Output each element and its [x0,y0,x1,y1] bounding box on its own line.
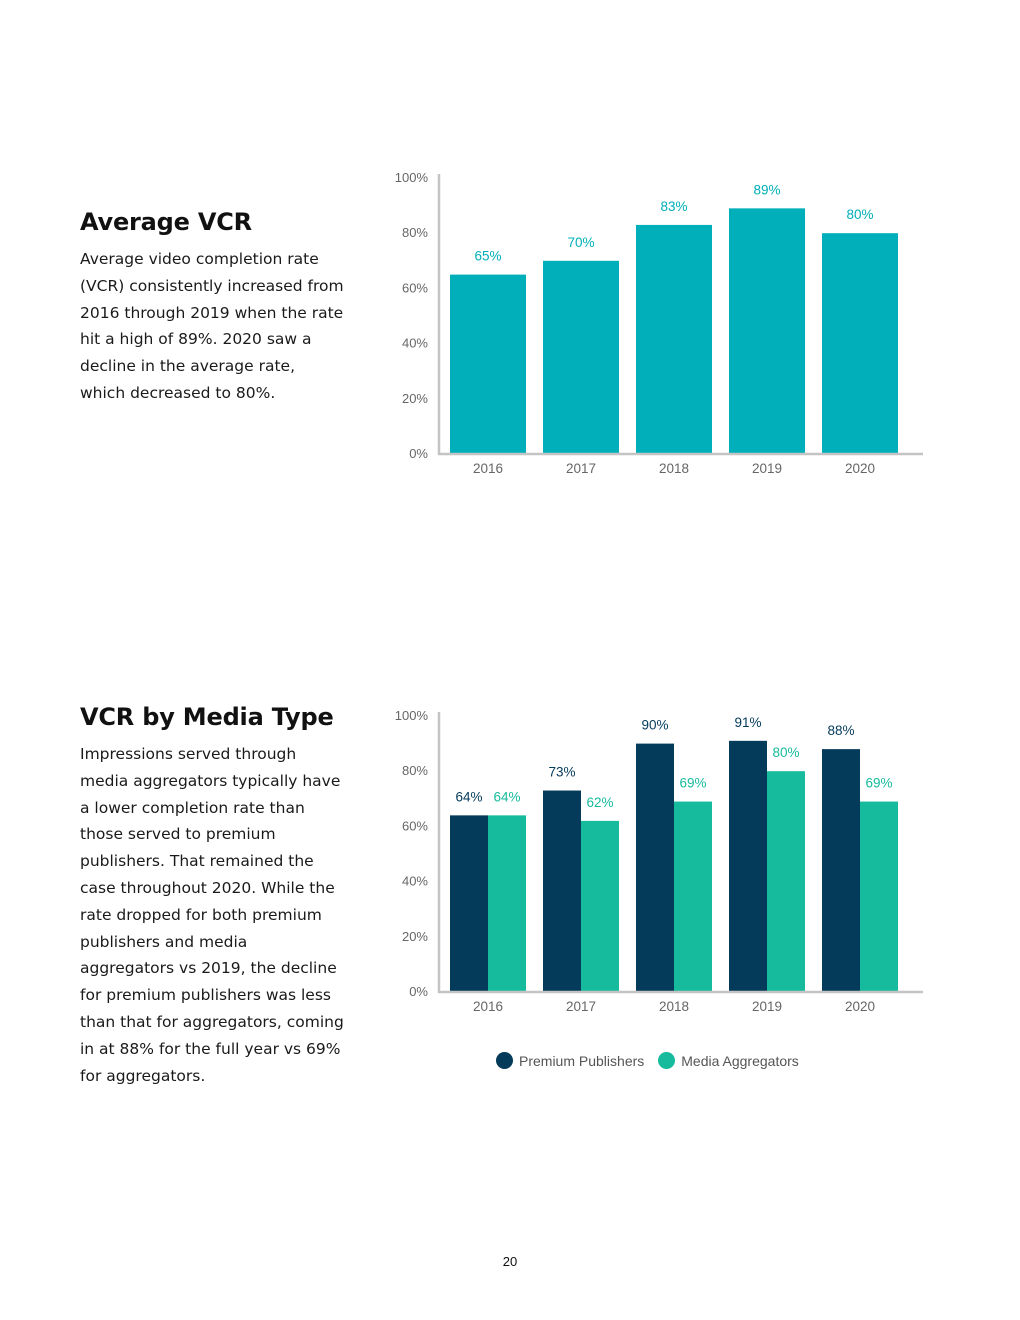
legend-label-premium-publishers: Premium Publishers [519,1052,645,1069]
x-tick-label-2018: 2018 [659,461,689,476]
x-tick-label-2018: 2018 [659,999,689,1014]
y-tick-label: 100% [395,708,429,723]
bar-average-vcr-2020 [822,233,898,454]
data-label-media-aggregators-2020: 69% [865,776,892,791]
data-label-premium-publishers-2019: 91% [734,715,761,730]
legend-item-media-aggregators: Media Aggregators [658,1052,799,1069]
media-type-title: VCR by Media Type [80,703,334,731]
y-tick-label: 60% [402,818,428,833]
legend-swatch-media-aggregators [658,1052,676,1069]
bar-premium-publishers-2016 [450,815,488,992]
y-tick-label: 80% [402,225,428,240]
bar-premium-publishers-2018 [636,743,674,992]
bar-media-aggregators-2016 [488,815,526,992]
x-tick-label-2017: 2017 [566,999,596,1014]
legend-swatch-premium-publishers [496,1052,513,1069]
x-tick-label-2016: 2016 [473,999,503,1014]
x-tick-label-2020: 2020 [845,461,875,476]
bar-media-aggregators-2018 [674,801,712,992]
bar-premium-publishers-2019 [729,740,767,992]
data-label-premium-publishers-2018: 90% [641,718,668,733]
page-number: 20 [502,1254,518,1269]
data-label-average-vcr-2017: 70% [567,235,594,250]
bar-average-vcr-2017 [543,260,619,454]
chart-legend: Premium Publishers Media Aggregators [496,1052,813,1069]
bar-average-vcr-2019 [729,208,805,454]
y-tick-label: 0% [409,446,428,461]
avg-vcr-description: Average video completion rate (VCR) cons… [80,250,344,402]
data-label-media-aggregators-2019: 80% [772,745,799,760]
data-label-average-vcr-2018: 83% [660,199,687,214]
y-tick-label: 60% [402,280,428,295]
y-tick-label: 100% [395,170,429,185]
data-label-media-aggregators-2018: 69% [679,776,706,791]
x-tick-label-2019: 2019 [752,461,782,476]
legend-label-media-aggregators: Media Aggregators [681,1052,799,1069]
x-tick-label-2017: 2017 [566,461,596,476]
x-tick-label-2020: 2020 [845,999,875,1014]
data-label-media-aggregators-2017: 62% [586,795,613,810]
data-label-average-vcr-2019: 89% [753,182,780,197]
data-label-media-aggregators-2016: 64% [493,789,520,804]
data-label-premium-publishers-2020: 88% [827,723,854,738]
data-label-premium-publishers-2016: 64% [455,789,482,804]
data-label-average-vcr-2016: 65% [474,249,501,264]
y-tick-label: 20% [402,391,428,406]
y-tick-label: 40% [402,336,428,351]
bar-media-aggregators-2020 [860,801,898,992]
y-tick-label: 40% [402,874,428,889]
x-tick-label-2019: 2019 [752,999,782,1014]
media-type-description: Impressions served through media aggrega… [80,745,344,1085]
bar-average-vcr-2018 [636,224,712,454]
y-tick-label: 0% [409,984,428,999]
x-tick-label-2016: 2016 [473,461,503,476]
data-label-average-vcr-2020: 80% [846,207,873,222]
avg-vcr-chart: 0% 20% 40% 60% 80% 100% 65% 2016 70% 2017 83% 2018 8… [395,170,923,476]
y-tick-label: 20% [402,929,428,944]
bar-premium-publishers-2020 [822,749,860,992]
avg-vcr-title: Average VCR [80,208,252,236]
media-type-chart: 0% 20% 40% 60% 80% 100% 64% 64% 2016 73% 62% 2017 90… [395,708,923,1014]
bar-media-aggregators-2017 [581,820,619,992]
bar-premium-publishers-2017 [543,790,581,992]
data-label-premium-publishers-2017: 73% [548,765,575,780]
bar-media-aggregators-2019 [767,771,805,992]
legend-item-premium-publishers: Premium Publishers [496,1052,644,1069]
bar-average-vcr-2016 [450,274,526,454]
y-tick-label: 80% [402,763,428,778]
